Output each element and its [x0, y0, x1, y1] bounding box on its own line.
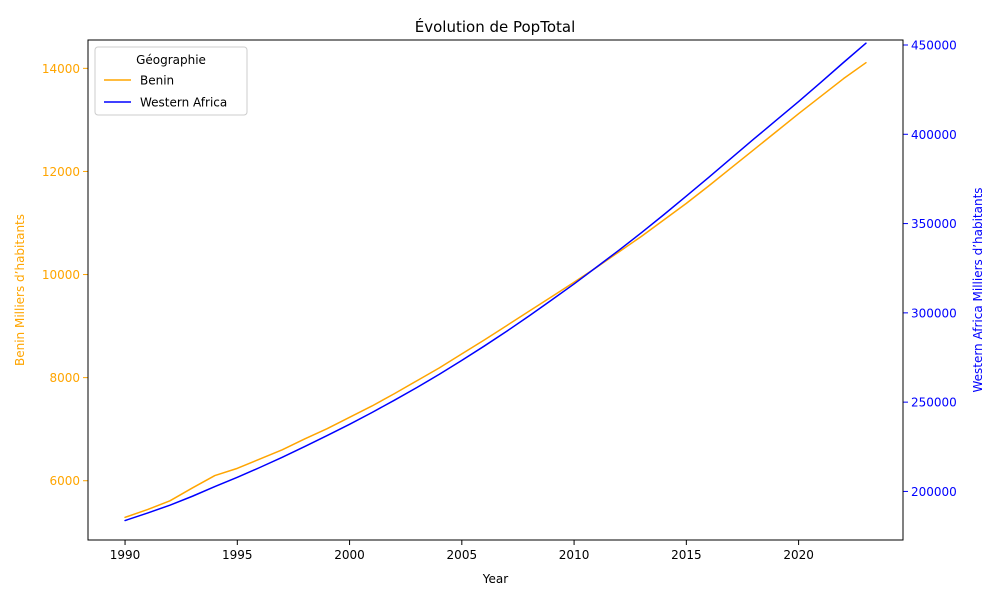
y-left-tick-label: 12000 [42, 165, 80, 179]
legend-label-western-africa: Western Africa [140, 96, 227, 110]
x-tick-label: 2015 [671, 548, 702, 562]
x-tick-label: 2020 [783, 548, 814, 562]
y-right-tick-label: 250000 [911, 396, 957, 410]
x-tick-label: 1990 [110, 548, 141, 562]
y-right-tick-label: 300000 [911, 306, 957, 320]
legend-title: Géographie [136, 53, 206, 67]
y-left-tick-label: 14000 [42, 62, 80, 76]
y-axis-left-label: Benin Milliers d’habitants [13, 214, 27, 366]
legend-label-benin: Benin [140, 74, 174, 88]
legend: Géographie Benin Western Africa [94, 46, 248, 116]
x-tick-label: 2000 [334, 548, 365, 562]
y-axis-right: 200000 250000 300000 350000 400000 450000 [903, 39, 957, 499]
x-axis-label: Year [482, 572, 508, 586]
y-right-tick-label: 450000 [911, 39, 957, 53]
x-tick-label: 2005 [447, 548, 478, 562]
y-right-tick-label: 350000 [911, 217, 957, 231]
series-line-benin [124, 61, 867, 519]
y-axis-right-label: Western Africa Milliers d’habitants [971, 187, 985, 392]
series-line-western-africa [124, 42, 867, 522]
y-left-tick-label: 6000 [49, 474, 80, 488]
y-axis-left: 6000 8000 10000 12000 14000 [42, 62, 88, 488]
x-tick-label: 2010 [559, 548, 590, 562]
legend-box [94, 46, 248, 116]
y-right-tick-label: 200000 [911, 485, 957, 499]
y-left-tick-label: 10000 [42, 268, 80, 282]
y-right-tick-label: 400000 [911, 128, 957, 142]
chart-title: Évolution de PopTotal [415, 17, 575, 36]
x-tick-label: 1995 [222, 548, 253, 562]
plot-frame [87, 39, 904, 541]
x-axis: 1990 1995 2000 2005 2010 2015 2020 [110, 540, 814, 562]
plot-lines [124, 42, 867, 522]
y-left-tick-label: 8000 [49, 371, 80, 385]
